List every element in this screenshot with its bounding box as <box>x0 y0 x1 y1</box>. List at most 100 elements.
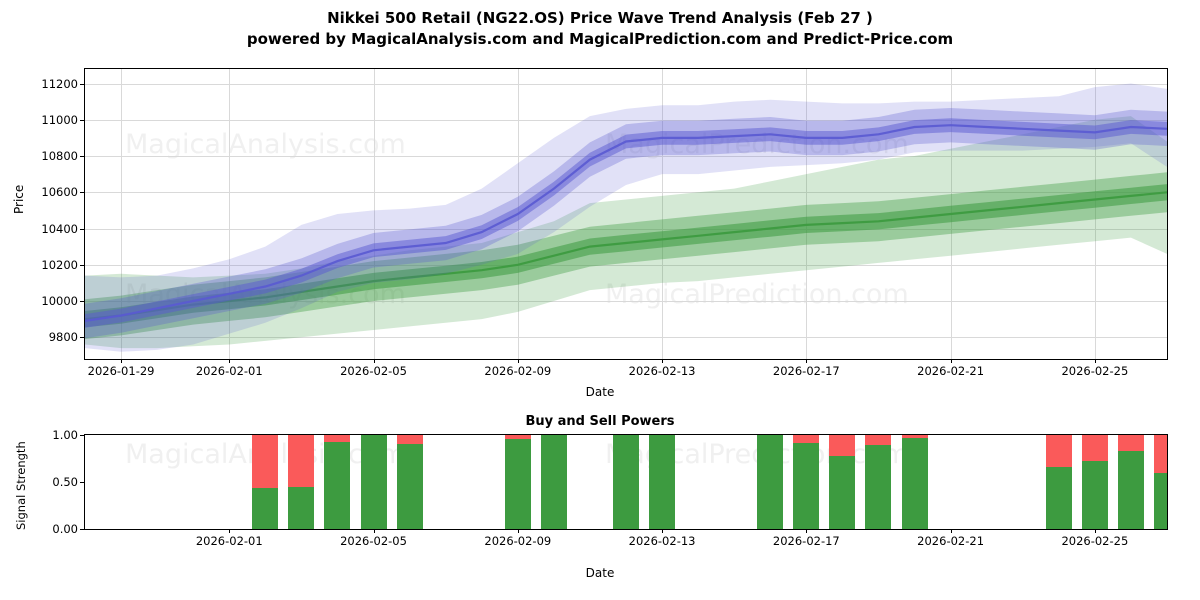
sell-power-segment <box>865 435 892 446</box>
sell-power-segment <box>1081 435 1108 462</box>
y-axis-tickmark <box>80 301 84 302</box>
y-axis-tick-label: 9800 <box>48 330 78 345</box>
date-axis-label-upper: Date <box>585 385 615 399</box>
gridline-horizontal <box>85 264 1167 266</box>
buy-power-segment <box>540 435 567 529</box>
y-axis-tickmark <box>80 119 84 121</box>
buy-power-segment <box>649 435 676 529</box>
x-axis-tickmark <box>806 359 808 363</box>
gridline-vertical <box>806 69 808 359</box>
x-axis-tick-label-lower: 2026-02-25 <box>1061 534 1129 548</box>
signal-bar <box>252 435 279 529</box>
y-axis-tick-label-lower: 1.00 <box>52 428 78 442</box>
signal-bar <box>1045 435 1072 529</box>
x-axis-tick-label-lower: 2026-02-21 <box>917 534 985 548</box>
sell-power-segment <box>288 435 315 487</box>
sell-power-segment <box>324 435 351 442</box>
y-axis-tick-label: 10200 <box>41 257 78 272</box>
y-axis-tick-label-lower: 0.00 <box>52 522 78 536</box>
sell-power-segment <box>252 435 279 488</box>
buy-power-segment <box>1117 450 1144 529</box>
gridline-horizontal <box>85 192 1167 194</box>
y-axis-tickmark-lower <box>80 482 84 483</box>
y-axis-tick-label: 10000 <box>41 294 78 308</box>
blue-inner-band <box>85 118 1167 328</box>
gridline-horizontal <box>85 119 1167 121</box>
buy-power-segment <box>793 443 820 529</box>
signal-bar <box>613 435 639 529</box>
gridline-vertical <box>121 69 123 359</box>
x-axis-tickmark-lower <box>806 529 808 533</box>
title-line-1: Nikkei 500 Retail (NG22.OS) Price Wave T… <box>327 9 873 27</box>
y-axis-tick-label: 11200 <box>41 76 78 91</box>
x-axis-tickmark <box>950 359 952 363</box>
buy-power-segment <box>901 437 928 529</box>
signal-bar <box>396 435 423 529</box>
x-axis-tick-label: 2026-02-17 <box>772 364 840 378</box>
signal-bar <box>901 435 928 529</box>
signal-strength-axis-label: Signal Strength <box>14 441 28 530</box>
x-axis-tickmark <box>1094 359 1096 363</box>
x-axis-tickmark <box>662 359 664 363</box>
buy-power-segment <box>1154 472 1167 529</box>
wave-bands <box>85 83 1167 352</box>
signal-bar <box>793 435 820 529</box>
signal-bar <box>324 435 351 529</box>
signal-bar <box>1117 435 1144 529</box>
buy-power-segment <box>1045 466 1072 529</box>
x-axis-tickmark <box>373 359 375 363</box>
gridline-horizontal <box>85 83 1167 85</box>
y-axis-tick-label: 10400 <box>41 221 78 236</box>
x-axis-tickmark-lower <box>950 529 952 533</box>
y-axis-tickmark <box>80 264 84 266</box>
x-axis-tickmark <box>229 359 231 363</box>
x-axis-tick-label: 2026-02-01 <box>195 364 263 378</box>
sell-power-segment <box>1117 435 1144 451</box>
buy-power-segment <box>324 441 351 529</box>
gridline-horizontal <box>85 156 1167 157</box>
y-axis-tickmark-lower <box>80 529 84 530</box>
gridline-horizontal <box>85 228 1167 230</box>
x-axis-tick-label: 2026-02-25 <box>1061 364 1129 378</box>
green-center-line <box>85 191 1167 321</box>
y-axis-tick-label: 11000 <box>41 112 78 127</box>
signal-bar <box>1154 435 1167 529</box>
gridline-horizontal <box>85 337 1167 339</box>
buy-power-segment <box>613 435 639 529</box>
sell-power-segment <box>396 435 423 445</box>
buy-power-segment <box>360 435 387 529</box>
blue-center-line <box>85 124 1167 322</box>
signal-bar <box>649 435 676 529</box>
y-axis-tickmark <box>80 337 84 339</box>
sell-power-segment <box>1154 435 1167 473</box>
y-axis-tick-label: 10600 <box>41 185 78 200</box>
signal-bar <box>360 435 387 529</box>
gridline-horizontal <box>85 301 1167 302</box>
x-axis-tick-label-lower: 2026-02-05 <box>340 534 407 548</box>
x-axis-tickmark-lower <box>517 529 519 533</box>
signal-bar <box>540 435 567 529</box>
y-axis-tick-label-lower: 0.50 <box>52 475 78 489</box>
x-axis-tickmark-lower <box>662 529 664 533</box>
x-axis-tickmark-lower <box>229 529 231 533</box>
buy-power-segment <box>757 435 784 529</box>
buy-sell-title: Buy and Sell Powers <box>525 414 675 429</box>
y-axis-tickmark <box>80 156 84 157</box>
sell-power-segment <box>829 435 856 456</box>
sell-power-segment <box>504 435 531 439</box>
x-axis-tick-label-lower: 2026-02-09 <box>484 534 552 548</box>
y-axis-tick-label: 10800 <box>41 149 78 163</box>
buy-power-segment <box>252 487 279 529</box>
x-axis-tick-label: 2026-01-29 <box>87 364 155 378</box>
gridline-vertical <box>662 69 664 359</box>
buy-power-segment <box>504 438 531 529</box>
x-axis-tick-label-lower: 2026-02-13 <box>628 534 696 548</box>
sell-power-segment <box>1045 435 1072 467</box>
signal-bar <box>1081 435 1108 529</box>
y-axis-tickmark-lower <box>80 435 84 436</box>
y-axis-tickmark <box>80 83 84 85</box>
y-axis-tickmark <box>80 192 84 194</box>
